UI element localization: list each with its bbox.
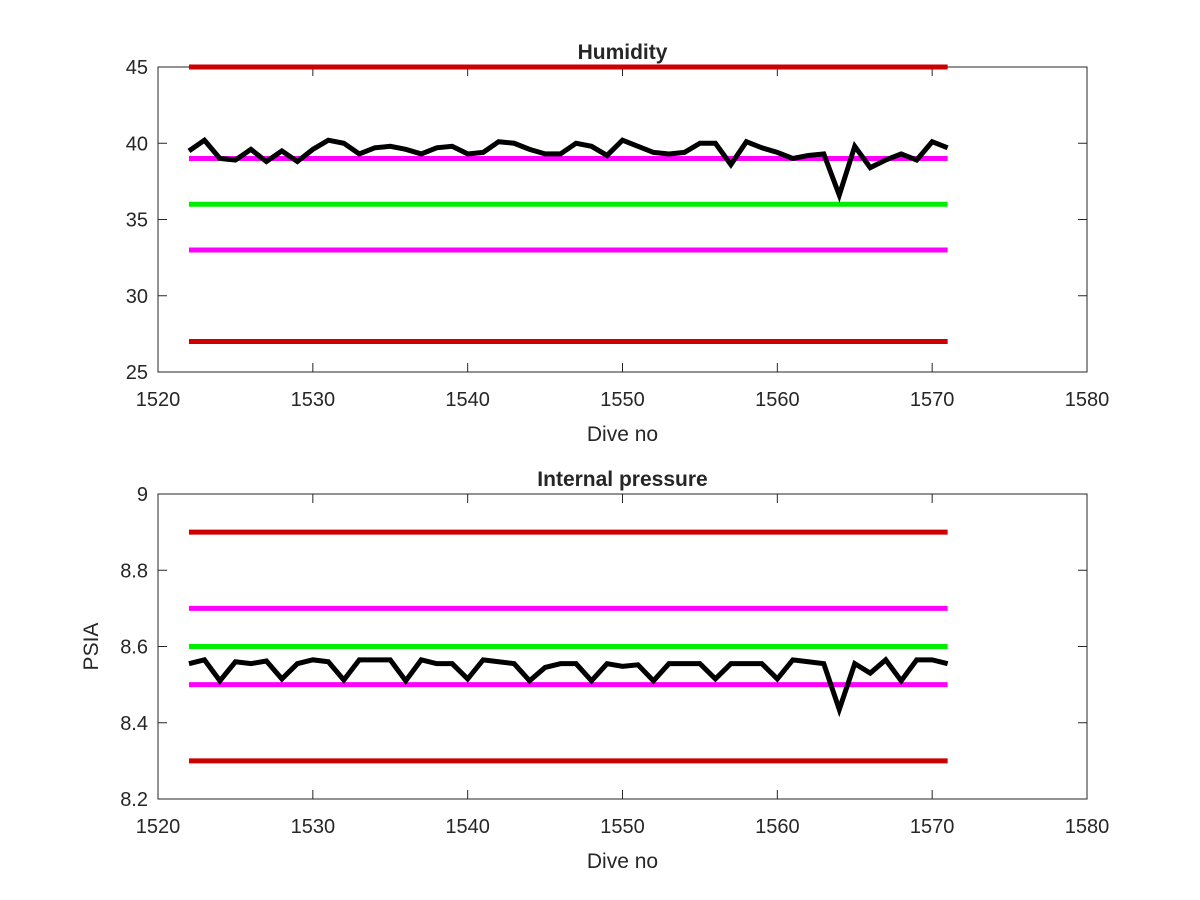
y-tick-label: 9 — [137, 484, 148, 506]
x-tick-label: 1580 — [1065, 816, 1110, 838]
x-tick-label: 1530 — [291, 389, 336, 411]
x-tick-label: 1570 — [910, 816, 955, 838]
y-tick-label: 40 — [126, 133, 148, 155]
y-tick-label: 8.2 — [120, 789, 148, 811]
x-tick-label: 1560 — [755, 389, 800, 411]
x-tick-label: 1540 — [445, 816, 490, 838]
y-tick-label: 8.8 — [120, 560, 148, 582]
chart-title: Internal pressure — [537, 468, 707, 491]
x-tick-label: 1550 — [600, 816, 645, 838]
x-tick-label: 1560 — [755, 816, 800, 838]
y-tick-label: 35 — [126, 210, 148, 232]
y-axis-label: PSIA — [80, 623, 103, 671]
x-axis-label: Dive no — [587, 850, 658, 873]
x-tick-label: 1520 — [136, 389, 181, 411]
y-tick-label: 25 — [126, 362, 148, 384]
series-line-1 — [188, 656, 949, 718]
x-tick-label: 1520 — [136, 816, 181, 838]
y-tick-label: 8.4 — [120, 713, 148, 735]
y-tick-label: 45 — [126, 57, 148, 79]
y-tick-label: 30 — [126, 286, 148, 308]
chart-title: Humidity — [578, 41, 668, 64]
y-tick-label: 8.6 — [120, 637, 148, 659]
x-tick-label: 1580 — [1065, 389, 1110, 411]
series-line-1 — [187, 136, 949, 203]
x-tick-label: 1550 — [600, 389, 645, 411]
x-tick-label: 1540 — [445, 389, 490, 411]
chart-2: 1520 1530 1540 1550 1560 1570 1580 8.2 8.4 8.6 8.8… — [80, 468, 1109, 873]
plot-area — [157, 66, 1088, 373]
chart-1: 1520 1530 1540 1550 1560 1570 1580 25 30 35 40 45 Hu… — [126, 41, 1110, 446]
x-tick-label: 1530 — [291, 816, 336, 838]
x-axis-label: Dive no — [587, 423, 658, 446]
x-tick-label: 1570 — [910, 389, 955, 411]
